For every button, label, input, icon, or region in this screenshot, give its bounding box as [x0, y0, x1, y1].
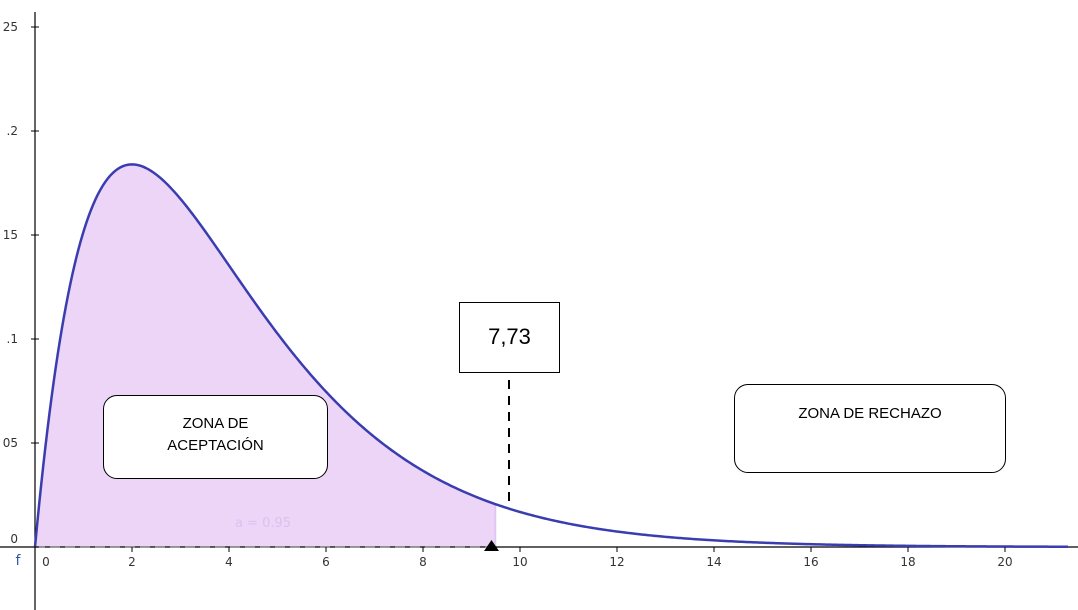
- function-label: f: [16, 553, 22, 569]
- x-tick-label: 0: [42, 555, 50, 569]
- x-tick-label: 18: [900, 555, 915, 569]
- acceptance-zone-line-1: ZONA DE: [182, 415, 249, 432]
- y-tick-label: 05: [3, 436, 18, 450]
- critical-value-box: 7,73: [459, 302, 560, 373]
- axes: [0, 12, 1078, 610]
- x-tick-label: 10: [512, 555, 527, 569]
- density-curve: [33, 163, 1069, 548]
- acceptance-region-fill: [35, 164, 497, 547]
- critical-point-marker[interactable]: [484, 540, 499, 551]
- y-tick-label: 0: [10, 532, 18, 546]
- rejection-zone-label: ZONA DE RECHAZO: [798, 405, 942, 422]
- x-tick-label: 12: [609, 555, 624, 569]
- acceptance-zone-box: ZONA DE ACEPTACIÓN: [103, 395, 328, 479]
- x-tick-label: 6: [322, 555, 330, 569]
- x-tick-label: 14: [706, 555, 721, 569]
- x-tick-label: 16: [803, 555, 818, 569]
- acceptance-zone-line-2: ACEPTACIÓN: [167, 437, 264, 454]
- x-tick-label: 8: [419, 555, 427, 569]
- x-tick-label: 4: [225, 555, 233, 569]
- y-tick-label: .1: [7, 332, 18, 346]
- x-tick-label: 2: [128, 555, 136, 569]
- x-tick-label: 20: [997, 555, 1012, 569]
- rejection-zone-box: ZONA DE RECHAZO: [734, 384, 1006, 473]
- pdf-curve: [33, 163, 1069, 548]
- y-tick-label: .2: [7, 124, 18, 138]
- y-tick-label: 15: [3, 228, 18, 242]
- critical-value-label: 7,73: [488, 324, 531, 349]
- area-label: a = 0.95: [235, 516, 291, 531]
- shaded-area: [35, 164, 496, 547]
- tick-labels: 0 2 4 6 8 10 12 14 16 18 20 25 .2 15 .1 05 0: [3, 20, 1013, 569]
- y-tick-label: 25: [3, 20, 18, 34]
